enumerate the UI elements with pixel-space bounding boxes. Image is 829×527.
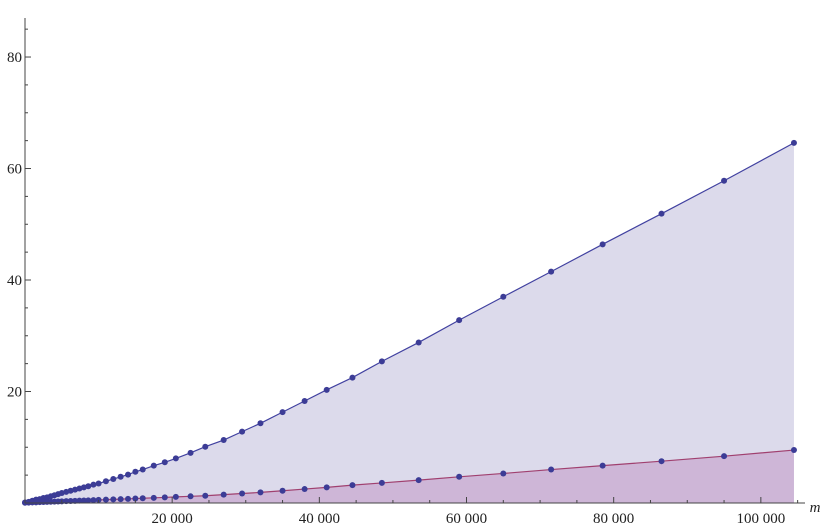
series-1-point-33 [279,409,286,416]
series-1-point-23 [132,468,139,475]
series-1-point-16 [85,483,92,490]
series-2-point-41 [548,466,555,473]
y-tick-label: 60 [7,162,22,178]
series-2-point-12 [67,497,74,504]
y-tick-label: 20 [7,385,22,401]
series-1-point-20 [110,476,117,483]
series-1-point-17 [90,481,97,488]
series-2-point-37 [378,479,385,486]
series-2-point-21 [117,496,124,503]
y-tick-label: 80 [7,50,22,66]
series-2-point-33 [279,487,286,494]
series-2-point-13 [72,497,79,504]
series-2-point-36 [349,482,356,489]
series-2-area [25,450,794,503]
series-1-point-43 [658,210,665,217]
series-1-point-25 [150,462,157,469]
series-1-point-28 [187,449,194,456]
series-1-point-38 [415,339,422,346]
series-1-point-21 [117,473,124,480]
series-2-point-19 [102,496,109,503]
series-1-point-18 [95,480,102,487]
series-2-point-34 [301,486,308,493]
series-2-point-39 [456,473,463,480]
series-2-point-38 [415,477,422,484]
series-1-point-31 [239,428,246,435]
x-tick-label: 60 000 [446,511,487,527]
series-1-point-26 [161,459,168,466]
series-2-point-25 [150,494,157,501]
x-tick-label: 20 000 [152,511,193,527]
data-points [22,139,797,506]
series-1-point-40 [500,293,507,300]
series-1-point-39 [456,317,463,324]
series-2-point-28 [187,493,194,500]
series-1-point-22 [125,471,132,478]
x-tick-label: 40 000 [299,511,340,527]
series-2-point-27 [172,493,179,500]
series-1-point-45 [790,139,797,146]
series-2-point-26 [161,494,168,501]
series-2-point-20 [110,496,117,503]
series-1-point-30 [220,437,227,444]
series-1-point-34 [301,397,308,404]
series-2-point-14 [76,497,83,504]
series-2-point-30 [220,491,227,498]
series-2-point-18 [95,496,102,503]
x-tick-label: 100 000 [736,511,785,527]
series-2-point-17 [90,497,97,504]
series-1-point-27 [172,455,179,462]
series-2-point-43 [658,458,665,465]
series-2-point-22 [125,495,132,502]
series-1-point-29 [202,443,209,450]
series-2-point-42 [599,462,606,469]
series-1-point-44 [721,177,728,184]
series-1-point-37 [378,358,385,365]
series-1-point-42 [599,241,606,248]
series-2-point-15 [80,497,87,504]
series-1-point-19 [102,478,109,485]
y-tick-label: 40 [7,273,22,289]
series-2-point-16 [85,497,92,504]
series-2-point-23 [132,495,139,502]
series-2-point-32 [257,489,264,496]
series-2-point-24 [139,495,146,502]
series-1-point-35 [323,386,330,393]
series-1-point-32 [257,420,264,427]
x-axis-label: m [810,500,821,516]
series-1-point-36 [349,374,356,381]
series-2-point-45 [790,447,797,454]
series-2-point-35 [323,484,330,491]
series-1-area [25,142,794,503]
series-1-point-24 [139,466,146,473]
axes: 20 000 40 000 60 000 80 000 100 000 20 40 60 80 [7,18,805,527]
series-1-point-41 [548,268,555,275]
series-2-point-29 [202,492,209,499]
series-2-point-44 [721,453,728,460]
series-2-point-40 [500,470,507,477]
area-fills [25,142,794,503]
x-tick-label: 80 000 [593,511,634,527]
series-2-point-31 [239,490,246,497]
